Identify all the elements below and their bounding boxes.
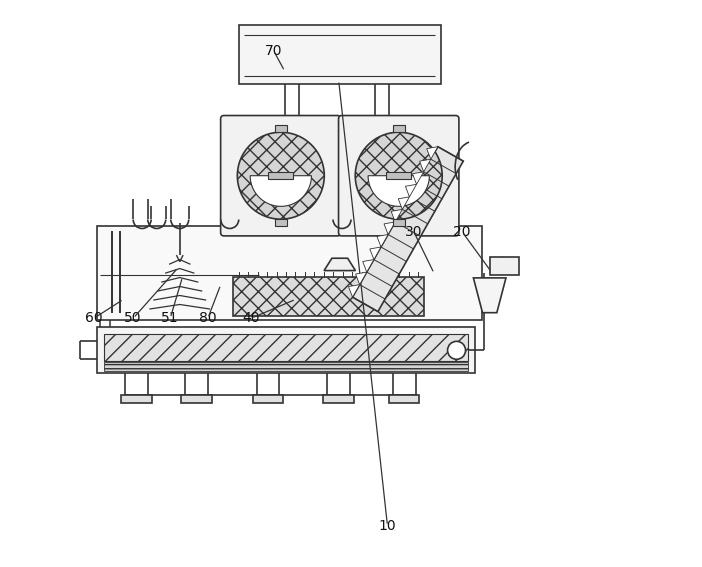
Bar (490, 257, 519, 275)
Bar (386, 172, 411, 179)
Bar (392, 125, 405, 132)
Circle shape (237, 132, 324, 219)
Polygon shape (250, 176, 312, 206)
Polygon shape (427, 147, 438, 159)
Bar (392, 219, 405, 226)
Text: 40: 40 (242, 311, 260, 325)
Bar (98, 226, 482, 320)
Bar (121, 395, 152, 403)
Circle shape (355, 132, 442, 219)
Polygon shape (391, 209, 402, 222)
Polygon shape (420, 159, 431, 172)
Circle shape (448, 341, 465, 359)
Bar (253, 395, 283, 403)
FancyBboxPatch shape (338, 116, 459, 236)
Polygon shape (324, 258, 355, 270)
Text: 50: 50 (124, 311, 142, 325)
Text: 30: 30 (405, 225, 423, 239)
FancyBboxPatch shape (220, 116, 341, 236)
Polygon shape (473, 278, 506, 312)
Polygon shape (377, 235, 388, 247)
Text: 70: 70 (265, 44, 282, 57)
Polygon shape (368, 176, 430, 206)
Text: 20: 20 (453, 225, 471, 239)
Polygon shape (398, 197, 409, 209)
Polygon shape (384, 222, 395, 235)
Bar (324, 395, 354, 403)
Text: 51: 51 (161, 311, 179, 325)
Bar (181, 395, 212, 403)
Polygon shape (352, 147, 463, 312)
Bar (239, 26, 441, 84)
Polygon shape (363, 260, 374, 272)
Polygon shape (348, 285, 359, 297)
Bar (268, 172, 293, 179)
Text: 60: 60 (85, 311, 102, 325)
Bar (274, 219, 287, 226)
Polygon shape (405, 184, 416, 197)
Bar (104, 362, 468, 370)
Bar (98, 327, 475, 373)
Polygon shape (370, 247, 381, 260)
Text: 90: 90 (489, 261, 507, 275)
Bar (104, 334, 468, 361)
Text: 10: 10 (378, 519, 397, 533)
Polygon shape (413, 172, 424, 184)
Polygon shape (356, 272, 366, 285)
Bar (274, 125, 287, 132)
Bar (233, 277, 424, 315)
Bar (389, 395, 420, 403)
Text: 80: 80 (199, 311, 217, 325)
